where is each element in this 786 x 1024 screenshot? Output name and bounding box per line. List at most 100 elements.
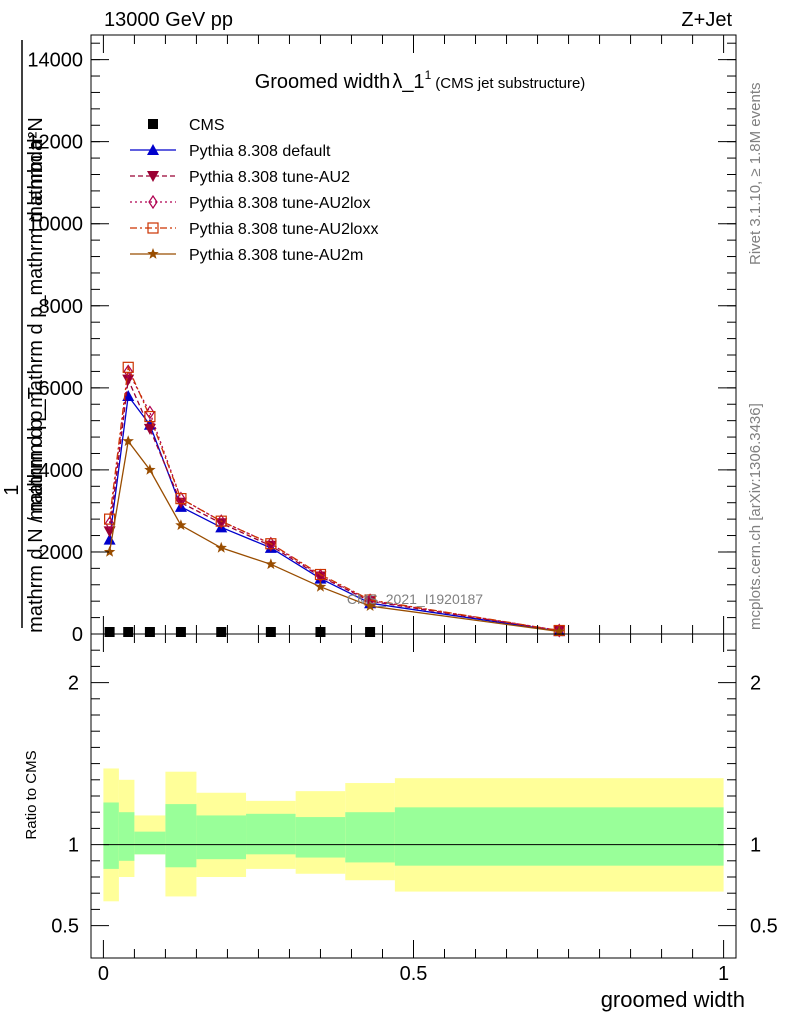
ratio-band-inner [394, 807, 724, 866]
data-point [175, 519, 187, 531]
data-point [143, 423, 156, 435]
data-point [104, 627, 115, 637]
x-tick-label: 0 [98, 963, 109, 985]
data-point [215, 541, 227, 553]
series-line [108, 439, 560, 633]
ratio-y-tick-label-right: 1 [750, 835, 761, 857]
data-point [314, 568, 327, 581]
legend-label: Pythia 8.308 tune-AU2 [189, 169, 350, 186]
x-tick-label: 0.5 [400, 963, 428, 985]
legend-marker [147, 222, 159, 234]
series-line [108, 377, 560, 632]
ratio-band-inner [246, 813, 296, 855]
data-point [123, 364, 133, 379]
ratio-band-inner [134, 831, 166, 855]
data-point [216, 627, 227, 637]
data-point [265, 538, 277, 550]
data-point [553, 625, 565, 637]
x-tick-label: 1 [718, 963, 729, 985]
legend: CMS Pythia 8.308 default Pythia 8.308 tune… [130, 117, 378, 264]
legend-marker [147, 171, 159, 182]
chart-marks [103, 361, 566, 638]
y-tick-label: 12000 [27, 132, 83, 154]
series-line [108, 364, 560, 632]
ratio-y-tick-label-right: 0.5 [750, 916, 778, 938]
chart-subtitle: (CMS jet substructure) [435, 75, 585, 92]
chart-title-symbol: λ_1 [392, 71, 424, 93]
legend-label: CMS [189, 117, 225, 134]
y-tick-label: 14000 [27, 50, 83, 72]
ratio-plot-area [103, 768, 724, 902]
ratio-y-axis-label: Ratio to CMS [23, 750, 40, 839]
legend-item: Pythia 8.308 tune-AU2 [130, 169, 350, 186]
legend-label: Pythia 8.308 tune-AU2loxx [189, 221, 378, 238]
y-axis-label-fraction-numerator: 1 [1, 484, 23, 495]
data-point [265, 627, 276, 637]
legend-marker [148, 119, 158, 129]
y-axis-label-numerator: mathrm d²N [25, 117, 47, 223]
data-point [144, 627, 155, 637]
mcplots-credit-text: mcplots.cern.ch [arXiv:1306.3436] [747, 403, 764, 630]
y-axis-label-fraction-denominator: mathrm d N / mathrm d p_T [25, 387, 47, 633]
data-point [215, 515, 227, 527]
data-point [104, 516, 115, 531]
analysis-watermark: CMS_2021_I1920187 [347, 591, 483, 607]
legend-item: Pythia 8.308 tune-AU2lox [130, 194, 370, 212]
ratio-y-tick-label-right: 2 [750, 673, 761, 695]
ratio-band-inner [165, 804, 197, 868]
data-point [264, 540, 277, 552]
chart-axes: 0 2000 4000 6000 8000 10000 12000 14000 0.5 0.5 1 1… [27, 34, 778, 985]
legend-item: Pythia 8.308 tune-AU2m [130, 247, 363, 264]
ratio-band-inner [103, 802, 119, 869]
data-point [175, 627, 186, 637]
y-tick-label: 4000 [39, 460, 84, 482]
legend-item: CMS [148, 117, 225, 134]
y-tick-label: 10000 [27, 214, 83, 236]
legend-marker [147, 248, 159, 259]
legend-label: Pythia 8.308 default [189, 143, 331, 160]
data-point [122, 435, 134, 446]
data-point [122, 361, 134, 373]
y-tick-label: 2000 [39, 542, 84, 564]
data-point [176, 491, 186, 506]
series-line [108, 394, 560, 632]
process-label: Z+Jet [681, 9, 732, 31]
legend-item: Pythia 8.308 default [130, 143, 331, 160]
energy-label: 13000 GeV pp [104, 9, 233, 31]
legend-marker [147, 144, 159, 155]
data-point [215, 518, 228, 530]
data-point [123, 627, 134, 637]
ratio-y-tick-label: 1 [68, 835, 79, 857]
data-point [103, 533, 116, 545]
legend-marker [148, 194, 158, 210]
main-plot-frame [90, 34, 737, 635]
data-point [554, 623, 564, 638]
legend-label: Pythia 8.308 tune-AU2lox [189, 195, 370, 212]
data-point [122, 374, 135, 386]
data-point [103, 545, 116, 557]
ratio-band-inner [295, 817, 346, 858]
data-point [175, 493, 187, 505]
chart-title-text: Groomed width [255, 71, 391, 93]
data-point [314, 580, 327, 592]
data-point [364, 600, 376, 611]
data-point [103, 526, 116, 538]
data-point [144, 463, 156, 475]
y-tick-label: 6000 [39, 378, 84, 400]
data-point [365, 627, 376, 637]
y-tick-label: 0 [72, 624, 83, 646]
rivet-version-text: Rivet 3.1.10, ≥ 1.8M events [747, 83, 764, 266]
data-point [216, 514, 226, 529]
data-point [144, 410, 156, 423]
ratio-y-tick-label: 2 [68, 673, 79, 695]
legend-label: Pythia 8.308 tune-AU2m [189, 247, 363, 264]
ratio-band-inner [196, 815, 247, 860]
ratio-y-tick-label: 0.5 [51, 916, 79, 938]
y-axis-label-denominator: mathrm d p_mathrm d p_mathrm d lambda [25, 139, 47, 520]
legend-item: Pythia 8.308 tune-AU2loxx [130, 221, 378, 238]
data-point [265, 558, 277, 570]
y-tick-label: 8000 [39, 296, 84, 318]
data-point [266, 536, 276, 551]
ratio-band-inner [118, 812, 135, 861]
